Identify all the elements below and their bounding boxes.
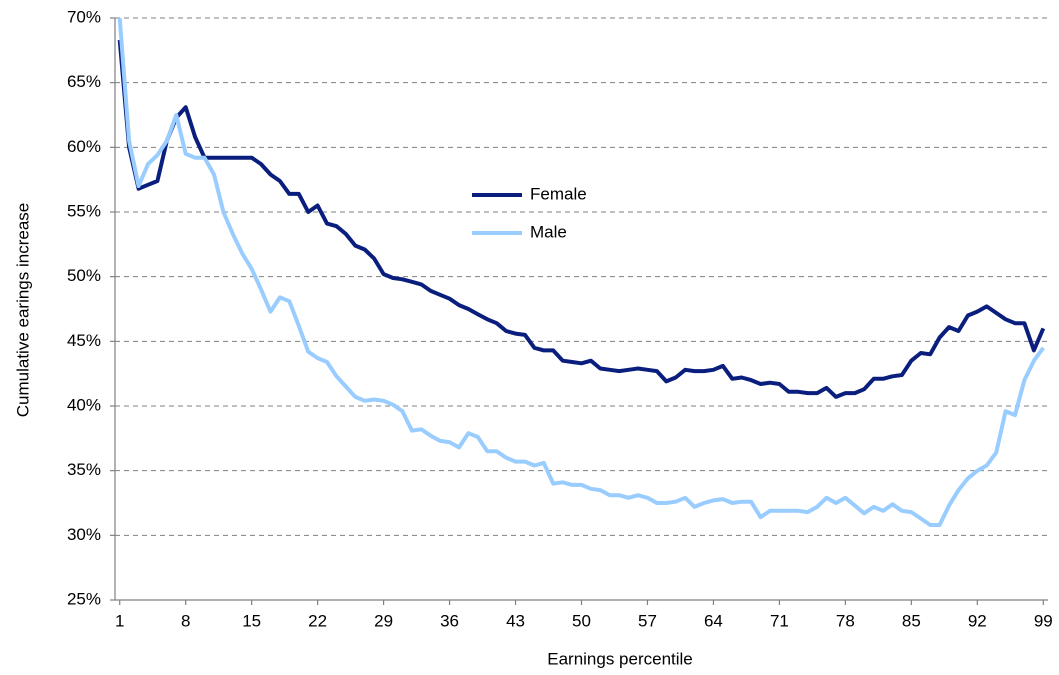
- x-tick-label: 36: [440, 611, 459, 630]
- legend-label: Female: [530, 184, 587, 203]
- x-tick-label: 78: [836, 611, 855, 630]
- y-tick-label: 50%: [67, 266, 101, 285]
- x-tick-label: 15: [242, 611, 261, 630]
- x-tick-label: 71: [770, 611, 789, 630]
- y-tick-label: 45%: [67, 331, 101, 350]
- x-tick-label: 64: [704, 611, 723, 630]
- y-axis-label: Cumulative earings increase: [13, 203, 32, 418]
- x-tick-label: 22: [308, 611, 327, 630]
- x-tick-label: 85: [902, 611, 921, 630]
- y-tick-label: 30%: [67, 525, 101, 544]
- x-tick-label: 99: [1034, 611, 1053, 630]
- y-tick-label: 25%: [67, 589, 101, 608]
- x-tick-label: 29: [374, 611, 393, 630]
- series-line: [117, 18, 1045, 527]
- x-tick-label: 43: [506, 611, 525, 630]
- y-tick-label: 40%: [67, 395, 101, 414]
- x-tick-label: 92: [968, 611, 987, 630]
- x-tick-label: 50: [572, 611, 591, 630]
- x-tick-label: 57: [638, 611, 657, 630]
- y-tick-label: 35%: [67, 460, 101, 479]
- x-tick-label: 8: [181, 611, 190, 630]
- y-tick-label: 55%: [67, 201, 101, 220]
- series-line: [117, 39, 1046, 399]
- x-tick-label: 1: [115, 611, 124, 630]
- x-axis-label: Earnings percentile: [547, 649, 693, 668]
- y-tick-label: 60%: [67, 137, 101, 156]
- legend-label: Male: [530, 222, 567, 241]
- y-tick-label: 70%: [67, 7, 101, 26]
- y-tick-label: 65%: [67, 72, 101, 91]
